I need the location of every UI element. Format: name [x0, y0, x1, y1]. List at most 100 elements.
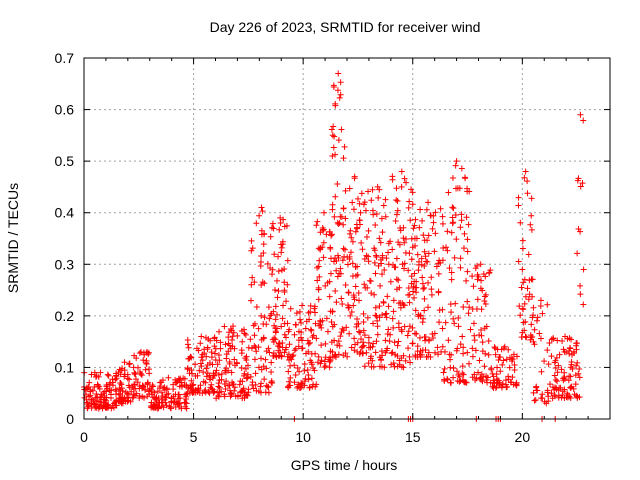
data-point: [301, 361, 308, 368]
data-point: [361, 363, 368, 370]
data-point: [269, 220, 276, 227]
data-point: [336, 270, 343, 277]
data-point: [260, 249, 267, 256]
data-point: [274, 277, 281, 284]
data-point: [419, 347, 426, 354]
data-point: [385, 261, 392, 268]
data-point: [297, 316, 304, 323]
data-point: [217, 339, 224, 346]
data-point: [180, 375, 187, 382]
data-point: [208, 385, 215, 392]
data-point: [305, 372, 312, 379]
data-point: [409, 189, 416, 196]
data-point: [354, 263, 361, 270]
y-tick-label: 0.2: [55, 308, 75, 324]
data-point: [237, 389, 244, 396]
data-point: [170, 381, 177, 388]
data-point: [314, 264, 321, 271]
data-point: [398, 183, 405, 190]
data-point: [287, 374, 294, 381]
data-point: [226, 359, 233, 366]
data-point: [482, 273, 489, 280]
data-point: [454, 368, 461, 375]
data-point: [318, 357, 325, 364]
data-point: [480, 270, 487, 277]
data-point: [341, 143, 348, 150]
data-point: [412, 216, 419, 223]
data-point: [145, 366, 152, 373]
data-point: [462, 175, 469, 182]
data-point: [401, 265, 408, 272]
data-point: [279, 241, 286, 248]
data-point: [371, 245, 378, 252]
data-point: [270, 308, 277, 315]
data-point: [272, 303, 279, 310]
data-point: [515, 194, 522, 201]
x-tick-label: 0: [80, 429, 88, 445]
data-point: [397, 225, 404, 232]
data-point: [257, 383, 264, 390]
data-point: [522, 293, 529, 300]
data-point: [137, 348, 144, 355]
y-tick-label: 0.1: [55, 359, 75, 375]
data-point: [482, 350, 489, 357]
data-point: [385, 249, 392, 256]
data-point: [369, 186, 376, 193]
data-point: [331, 337, 338, 344]
data-point: [575, 370, 582, 377]
data-point: [290, 352, 297, 359]
data-point: [425, 279, 432, 286]
data-point: [243, 391, 250, 398]
data-point: [359, 246, 366, 253]
data-point: [466, 304, 473, 311]
data-point: [178, 383, 185, 390]
data-point: [320, 226, 327, 233]
data-point: [211, 343, 218, 350]
data-point: [95, 383, 102, 390]
data-point: [163, 394, 170, 401]
data-point: [369, 343, 376, 350]
data-point: [389, 349, 396, 356]
data-point: [361, 255, 368, 262]
data-point: [393, 255, 400, 262]
data-point: [238, 347, 245, 354]
data-point: [222, 367, 229, 374]
data-point: [407, 359, 414, 366]
data-point: [334, 181, 341, 188]
data-point: [284, 257, 291, 264]
data-point: [381, 266, 388, 273]
data-point: [449, 174, 456, 181]
data-point: [412, 352, 419, 359]
data-point: [529, 314, 536, 321]
data-point: [115, 369, 122, 376]
data-point: [417, 206, 424, 213]
data-point: [344, 261, 351, 268]
data-point: [375, 262, 382, 269]
data-point: [105, 372, 112, 379]
data-point: [263, 321, 270, 328]
data-point: [227, 389, 234, 396]
data-point: [493, 380, 500, 387]
data-point: [528, 212, 535, 219]
data-point: [328, 126, 335, 133]
data-point: [443, 244, 450, 251]
data-point: [476, 331, 483, 338]
data-point: [303, 350, 310, 357]
data-point: [419, 280, 426, 287]
data-point: [248, 345, 255, 352]
data-point: [316, 273, 323, 280]
data-point: [330, 82, 337, 89]
data-point: [258, 204, 265, 211]
data-point: [394, 363, 401, 370]
data-point: [419, 274, 426, 281]
y-tick-label: 0: [66, 411, 74, 427]
data-point: [409, 340, 416, 347]
data-point: [296, 368, 303, 375]
data-point: [334, 342, 341, 349]
data-point: [384, 345, 391, 352]
data-point: [359, 343, 366, 350]
data-point: [368, 290, 375, 297]
data-point: [265, 384, 272, 391]
data-points: [81, 70, 587, 422]
data-point: [354, 348, 361, 355]
